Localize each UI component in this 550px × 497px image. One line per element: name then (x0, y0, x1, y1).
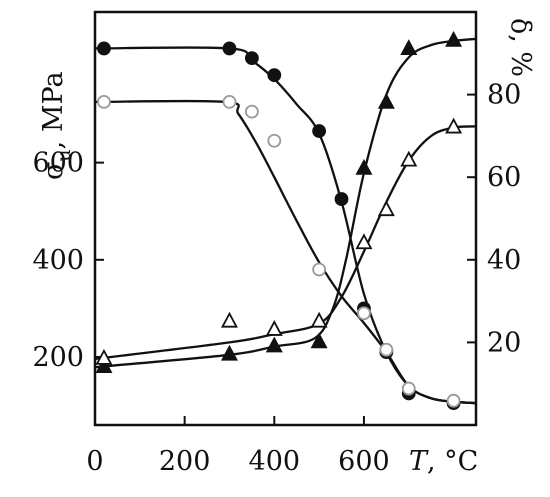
markers-group (95, 30, 463, 411)
series-3-point (310, 332, 328, 349)
series-4-point (95, 348, 113, 365)
series-2-point (357, 306, 371, 321)
series-2-point (446, 393, 461, 408)
series-3-point (377, 92, 395, 109)
series-1-point (222, 41, 237, 56)
series-3-point (355, 158, 373, 175)
series-3-point (220, 344, 238, 361)
tick-marks (94, 93, 476, 425)
plot-frame (93, 10, 478, 427)
series-4-point (265, 320, 283, 336)
series-3-point (400, 39, 418, 56)
curves-group (94, 37, 477, 405)
series-3-point (445, 30, 463, 47)
series-2-point (267, 133, 282, 148)
y-right-tick-label: 80 (487, 80, 521, 111)
y-left-tick-label: 600 (32, 148, 84, 179)
series-4-curve (94, 125, 477, 361)
x-tick-label: 400 (249, 446, 301, 477)
series-1-point (244, 51, 259, 66)
y-left-tick-label: 200 (32, 342, 84, 373)
y-left-tick-label: 400 (32, 245, 84, 276)
series-1-point (97, 41, 111, 56)
y-right-tick-label: 40 (487, 245, 521, 276)
series-4-point (310, 311, 328, 328)
series-3-point (265, 336, 283, 353)
series-2-point (97, 94, 111, 109)
x-axis-title: T, °C (409, 446, 478, 477)
y-left-unit: , MPa (38, 71, 69, 149)
tick-labels-group: 0 200 400 600 200 400 600 20 40 60 80 (32, 80, 521, 477)
series-4-point (377, 200, 395, 217)
x-axis-symbol: T (409, 446, 429, 477)
series-4-point (220, 311, 238, 328)
series-1-point (334, 192, 349, 206)
y-right-tick-label: 60 (487, 162, 521, 193)
series-4-point (355, 233, 373, 250)
x-tick-label: 200 (159, 446, 211, 477)
y-left-symbol: σ (38, 162, 69, 180)
y-right-tick-label: 20 (487, 327, 521, 358)
series-2-point (312, 262, 327, 277)
series-2-point (379, 342, 394, 357)
series-4-point (400, 150, 418, 167)
series-1-point (312, 124, 327, 138)
x-tick-label: 600 (338, 446, 390, 477)
y-right-axis-title: δ, % (505, 18, 536, 77)
series-2-point (222, 94, 237, 109)
series-1-point (267, 68, 282, 83)
x-axis-unit: , °C (427, 446, 478, 477)
x-tick-label: 0 (86, 446, 103, 477)
series-3-curve (94, 37, 477, 369)
y-left-subscript: u (53, 149, 75, 161)
series-2-point (244, 104, 259, 119)
series-2-point (401, 381, 416, 396)
y-left-axis-title: σu, MPa (38, 71, 75, 180)
series-4-point (445, 117, 463, 134)
series-3-point (95, 357, 113, 374)
